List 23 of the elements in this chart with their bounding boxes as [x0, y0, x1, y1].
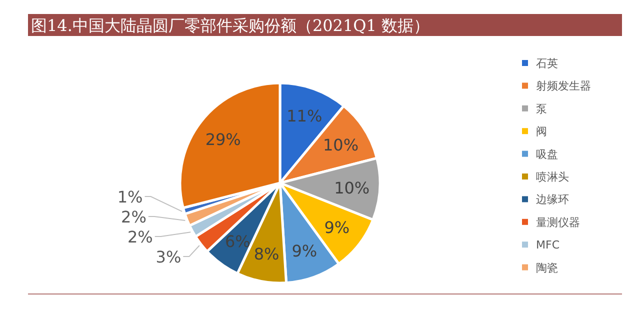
legend-label: 边缘环: [536, 193, 569, 206]
data-label: 10%: [334, 178, 370, 198]
chart-title: 图14.中国大陆晶圆厂零部件采购份额（2021Q1 数据）: [31, 16, 430, 35]
data-label: 11%: [286, 106, 322, 126]
data-label: 2%: [121, 208, 146, 227]
legend-label: 量测仪器: [536, 216, 580, 229]
data-label: 10%: [323, 135, 359, 154]
legend-label: 阀: [536, 125, 547, 138]
legend-label: 喷淋头: [536, 170, 569, 184]
legend-label: 陶瓷: [536, 261, 558, 274]
data-label: 3%: [156, 248, 182, 267]
data-label: 29%: [205, 130, 241, 149]
data-label: 9%: [292, 242, 318, 261]
legend-label: MFC: [536, 238, 560, 252]
legend-label: 射频发生器: [536, 80, 591, 93]
legend-label: 石英: [536, 57, 558, 70]
data-label: 8%: [254, 244, 280, 264]
legend-label: 吸盘: [536, 148, 558, 161]
legend-label: 泵: [536, 102, 547, 116]
data-label: 2%: [127, 228, 153, 247]
data-label: 9%: [324, 218, 350, 238]
data-label: 1%: [117, 188, 143, 207]
data-label: 6%: [224, 232, 250, 252]
